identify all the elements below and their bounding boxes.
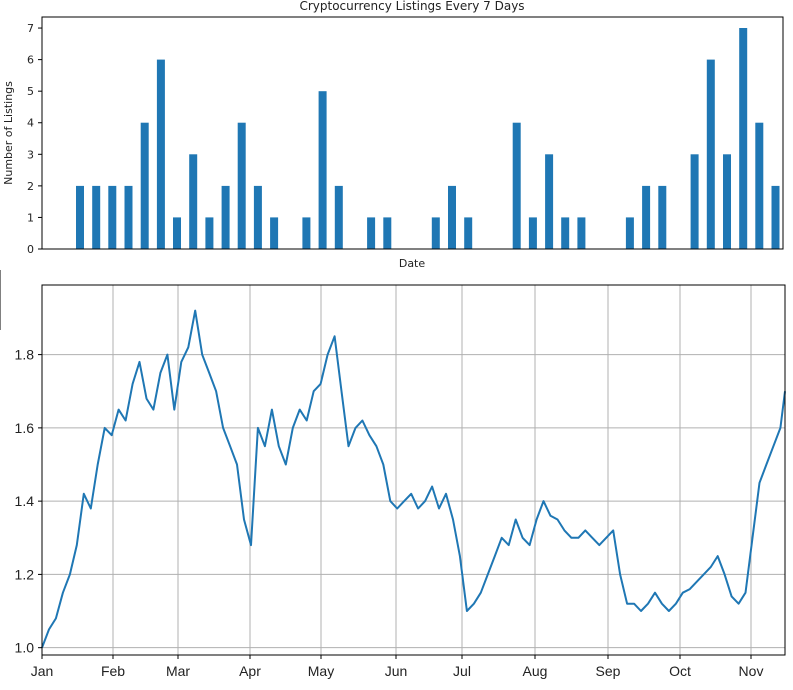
x-tick-label: Nov (739, 663, 764, 679)
bar (367, 217, 376, 249)
y-tick-label: 0 (27, 243, 34, 256)
bar (755, 122, 764, 249)
y-tick-label: 2 (27, 180, 34, 193)
bar (771, 185, 780, 249)
bar (464, 217, 473, 249)
bar (690, 154, 699, 249)
bar (253, 185, 262, 249)
x-tick-label: Oct (669, 663, 691, 679)
y-tick-label: 1 (27, 211, 34, 224)
bar-y-ticks: 0 1 2 3 4 5 6 7 (27, 22, 42, 256)
y-tick-label: 5 (27, 85, 34, 98)
bar (658, 185, 667, 249)
line-chart: 1.0 1.2 1.4 1.6 1.8 Jan Feb Mar Apr May Jun Jul Aug… (0, 270, 786, 679)
x-tick-label: Aug (523, 663, 548, 679)
bar (302, 217, 311, 249)
bar (528, 217, 537, 249)
y-axis-title: Number of Listings (2, 81, 15, 185)
x-tick-label: Jun (385, 663, 408, 679)
line-series (41, 309, 786, 649)
bar (334, 185, 343, 249)
bar (448, 185, 456, 249)
bar (124, 185, 133, 249)
x-tick-label: Apr (239, 663, 261, 679)
bar (318, 91, 327, 249)
bar (577, 217, 586, 249)
bar (76, 185, 84, 249)
bar (108, 185, 117, 249)
x-tick-label: Sep (596, 663, 621, 679)
bar (92, 185, 101, 249)
bar (173, 217, 181, 249)
bar (140, 122, 149, 249)
y-tick-label: 1.2 (15, 566, 35, 582)
line-x-ticks: Jan Feb Mar Apr May Jun Jul Aug Sep Oct Nov (31, 655, 764, 679)
bar (706, 59, 715, 249)
bar (512, 122, 521, 249)
y-tick-label: 3 (27, 148, 34, 161)
bar (723, 154, 731, 249)
y-tick-label: 4 (27, 117, 34, 130)
y-tick-label: 6 (27, 54, 34, 67)
bar (431, 217, 440, 249)
bar (270, 217, 279, 249)
bar (383, 217, 392, 249)
bar (739, 28, 748, 249)
bar (221, 185, 230, 249)
y-tick-label: 1.8 (15, 347, 35, 363)
x-tick-label: Jan (31, 663, 54, 679)
bar-chart: Cryptocurrency Listings Every 7 Days 0 1 2… (2, 0, 784, 270)
bar-series (76, 28, 780, 249)
y-tick-label: 1.6 (15, 420, 35, 436)
bar (561, 217, 570, 249)
bar (625, 217, 634, 249)
line-y-ticks: 1.0 1.2 1.4 1.6 1.8 (15, 347, 42, 656)
bar (205, 217, 214, 249)
bar (545, 154, 554, 249)
x-tick-label: May (308, 663, 334, 679)
chart-title: Cryptocurrency Listings Every 7 Days (299, 0, 524, 13)
bar (237, 122, 246, 249)
x-tick-label: Mar (166, 663, 190, 679)
x-tick-label: Jul (453, 663, 471, 679)
y-tick-label: 1.4 (15, 493, 35, 509)
bar-plot-frame (41, 16, 784, 250)
bar (642, 185, 651, 249)
y-tick-label: 7 (27, 22, 34, 35)
y-tick-label: 1.0 (15, 640, 35, 656)
bar (189, 154, 198, 249)
x-axis-title: Date (399, 257, 426, 270)
x-tick-label: Feb (101, 663, 125, 679)
bar (156, 59, 165, 249)
line-plot-frame (41, 284, 786, 656)
line-chart-gridlines (41, 285, 785, 655)
